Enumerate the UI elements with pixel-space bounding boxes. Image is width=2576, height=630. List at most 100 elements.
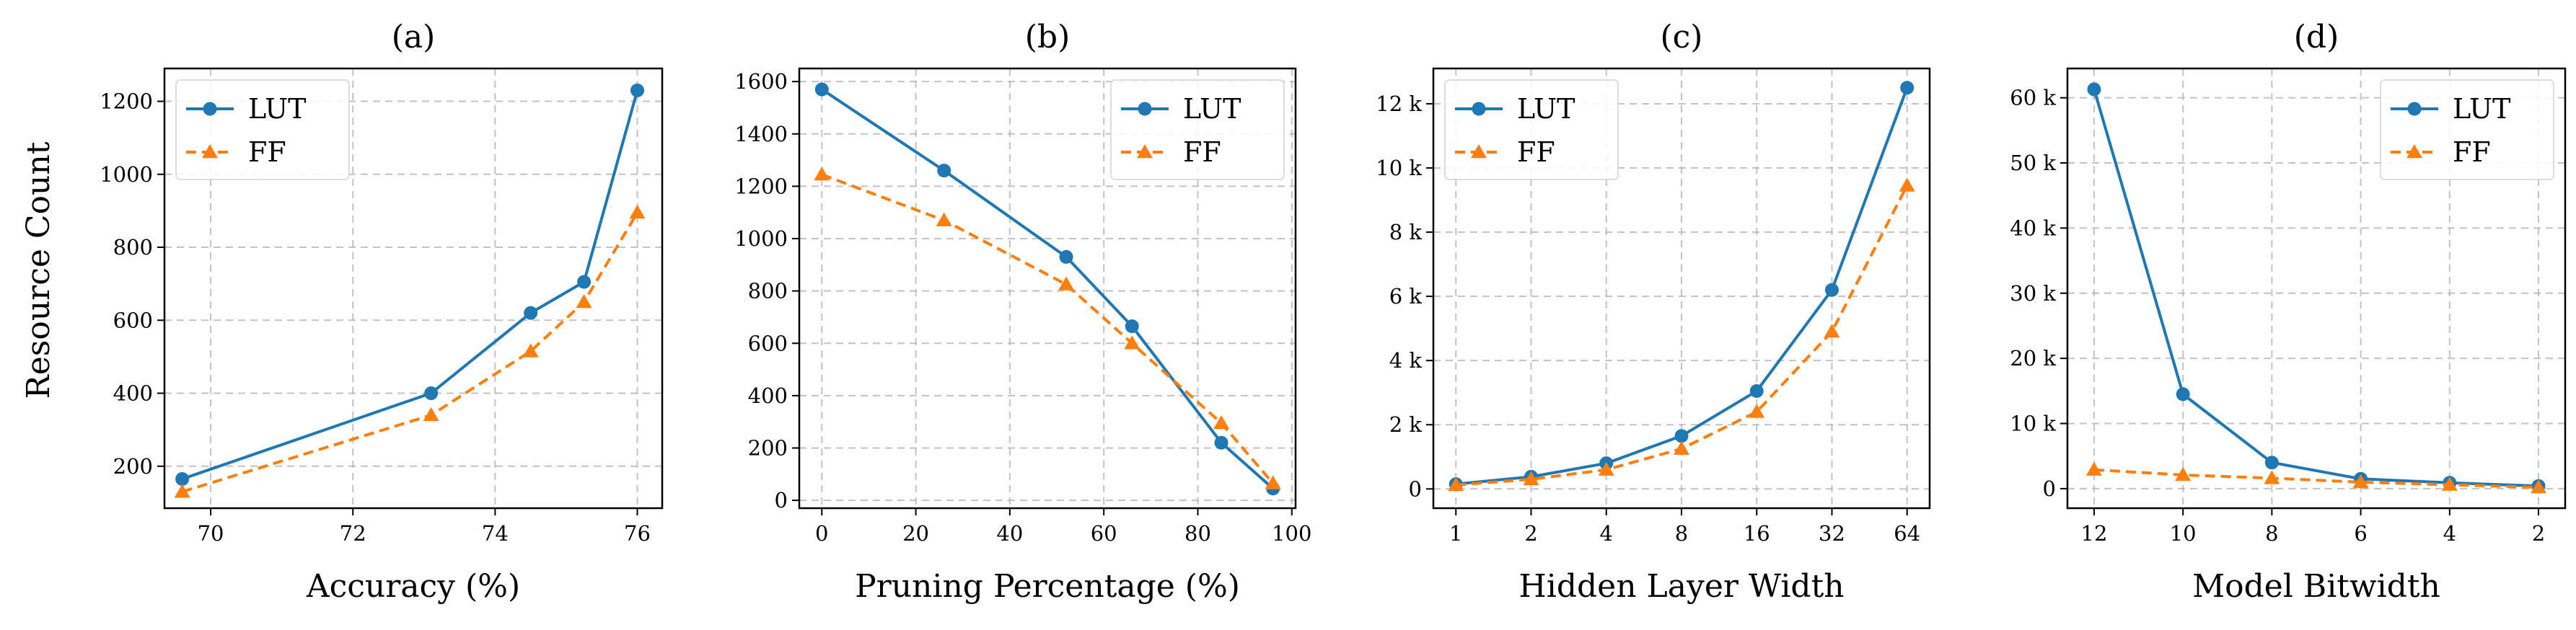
legend: LUT FF: [2380, 79, 2554, 180]
data-point-ff: [814, 167, 830, 181]
data-point-ff: [174, 484, 190, 498]
data-point-lut: [1059, 249, 1073, 264]
y-tick-label: 1000: [100, 162, 153, 187]
legend-swatch-marker: [203, 102, 217, 116]
x-tick-label: 100: [1272, 521, 1311, 546]
data-point-ff: [2175, 466, 2192, 482]
legend-label-lut: LUT: [248, 93, 307, 125]
data-point-ff: [522, 343, 539, 358]
data-point-ff: [1265, 475, 1281, 489]
y-tick-label: 400: [748, 383, 788, 408]
x-tick-label: 4: [1600, 521, 1613, 546]
legend-swatch-marker: [1137, 144, 1153, 159]
data-point-lut: [1749, 383, 1764, 398]
legend-label-ff: FF: [2453, 136, 2491, 168]
legend-label-lut: LUT: [1517, 93, 1575, 125]
legend-swatch-marker: [1472, 102, 1486, 116]
x-tick-label: 0: [815, 521, 828, 546]
x-tick-label: 64: [1894, 521, 1920, 546]
data-point-ff: [423, 407, 439, 422]
data-point-ff: [936, 212, 952, 226]
y-tick-label: 1600: [734, 69, 788, 94]
data-point-lut: [2176, 387, 2190, 401]
data-point-ff: [1058, 276, 1075, 290]
x-tick-label: 72: [340, 521, 366, 546]
data-point-ff: [2085, 461, 2102, 476]
legend: LUT FF: [175, 79, 350, 180]
data-point-lut: [424, 386, 439, 401]
data-point-ff: [1213, 414, 1230, 430]
legend-label-ff: FF: [1183, 136, 1221, 168]
x-tick-label: 16: [1744, 521, 1770, 546]
data-point-lut: [1214, 435, 1228, 450]
x-tick-label: 74: [482, 521, 509, 546]
legend-swatch-marker: [202, 144, 218, 159]
legend-box: [175, 79, 350, 180]
x-tick-label: 10: [2170, 521, 2197, 546]
data-point-ff: [2352, 474, 2369, 489]
y-tick-label: 0: [775, 488, 788, 513]
y-tick-label: 8 k: [1389, 220, 1423, 244]
data-point-ff: [629, 204, 646, 219]
legend-label-lut: LUT: [1183, 93, 1241, 125]
x-tick-label: 2: [2532, 521, 2545, 546]
x-tick-label: 8: [1675, 521, 1688, 546]
legend-swatch-marker: [2407, 102, 2422, 116]
data-point-lut: [175, 472, 190, 487]
legend-label-ff: FF: [248, 136, 286, 168]
data-point-lut: [1824, 283, 1839, 297]
y-tick-label: 0: [1409, 476, 1422, 501]
plot-frame: [163, 67, 664, 510]
data-point-lut: [1900, 81, 1915, 95]
x-tick-label: 60: [1091, 521, 1117, 546]
data-point-lut: [2264, 456, 2279, 470]
y-tick-label: 1200: [734, 174, 788, 198]
series-line-lut: [821, 88, 1275, 490]
x-tick-label: 6: [2354, 521, 2367, 546]
data-point-lut: [937, 164, 951, 178]
x-tick-label: 40: [996, 521, 1023, 546]
data-point-lut: [1125, 319, 1139, 334]
series-line-lut: [2093, 89, 2539, 488]
data-point-ff: [2531, 479, 2547, 494]
y-tick-label: 2 k: [1389, 412, 1423, 437]
x-tick-label: 20: [902, 521, 929, 546]
panel-d: 12 10 8 6 4 2 0 10 k 20 k 30 k 40 k 50 k 60 k (d) Mode…: [2010, 19, 2567, 605]
series-line-ff: [821, 173, 1275, 484]
legend-box: [1110, 79, 1285, 180]
x-axis-label: Hidden Layer Width: [1518, 568, 1844, 605]
legend-swatch-marker: [1138, 102, 1152, 116]
y-tick-label: 30 k: [2010, 281, 2056, 306]
y-tick-label: 40 k: [2010, 216, 2056, 240]
y-tick-label: 1000: [734, 226, 788, 251]
y-tick-label: 20 k: [2010, 346, 2056, 371]
panel-title: (b): [1025, 19, 1071, 56]
y-tick-label: 400: [113, 381, 153, 406]
series-line-ff: [182, 211, 639, 494]
y-tick-label: 1200: [100, 89, 153, 114]
panel-title: (d): [2294, 19, 2339, 56]
x-tick-label: 76: [624, 521, 651, 546]
plot-frame: [2066, 67, 2567, 510]
series-line-ff: [2093, 468, 2539, 489]
panel-title: (a): [392, 19, 436, 56]
data-point-ff: [1749, 404, 1765, 418]
x-tick-label: 12: [2081, 521, 2108, 546]
panel-title: (c): [1661, 19, 1703, 56]
x-tick-label: 80: [1184, 521, 1211, 546]
data-point-ff: [2264, 470, 2280, 484]
data-point-lut: [814, 82, 829, 97]
x-tick-label: 8: [2265, 521, 2278, 546]
legend: LUT FF: [1110, 79, 1285, 180]
data-point-lut: [524, 306, 538, 320]
y-tick-label: 10 k: [2010, 412, 2056, 436]
x-axis-label: Pruning Percentage (%): [855, 568, 1240, 605]
data-point-ff: [1124, 335, 1140, 350]
legend: LUT FF: [1444, 79, 1619, 180]
data-point-ff: [1824, 324, 1840, 338]
y-tick-label: 600: [113, 308, 153, 332]
y-tick-label: 12 k: [1376, 92, 1422, 116]
data-point-ff: [576, 293, 592, 309]
data-point-lut: [2087, 82, 2101, 97]
